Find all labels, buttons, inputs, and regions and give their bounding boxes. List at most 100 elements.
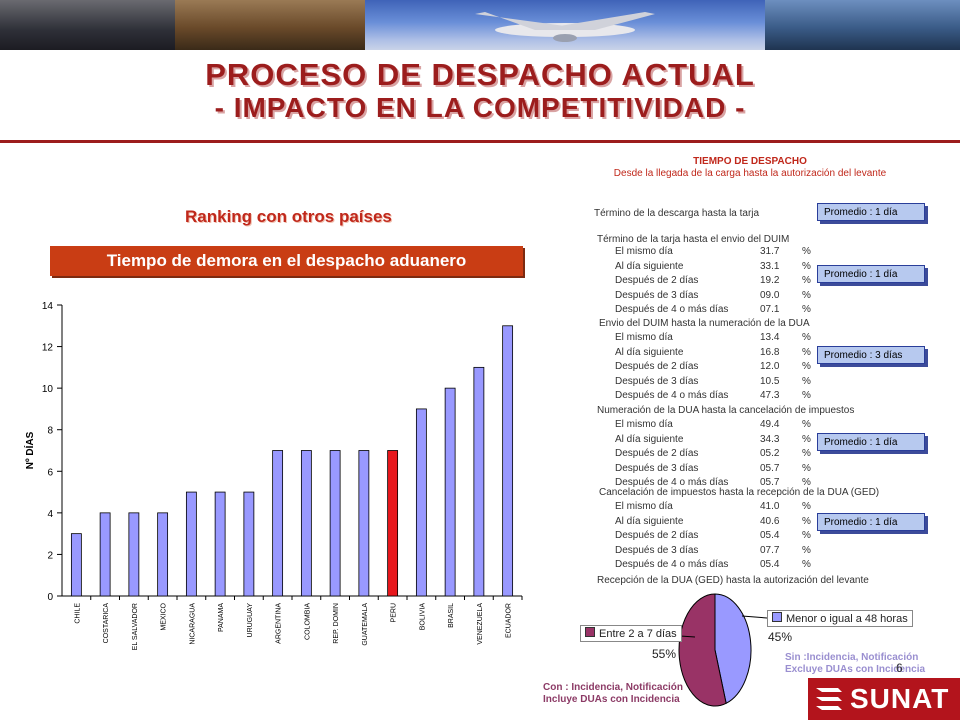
row-percent: 41.0 (760, 501, 780, 512)
x-tick-label: NICARAGUA (189, 603, 196, 645)
sunat-mark-icon (814, 684, 844, 714)
photo-banner (0, 0, 960, 50)
legend-label-entre: Entre 2 a 7 días (599, 628, 677, 640)
row-label: Después de 2 días (615, 448, 699, 459)
stage-6-label: Recepción de la DUA (GED) hasta la autor… (597, 575, 869, 586)
airplane-photo (365, 0, 765, 50)
x-tick-label: BRASIL (448, 603, 455, 628)
stage-row: Después de 2 días 19.2% (615, 274, 811, 287)
stage-row: Después de 2 días 12.0% (615, 360, 811, 373)
row-unit: % (802, 515, 811, 527)
row-percent: 05.7 (760, 462, 780, 474)
row-label: Después de 2 días (615, 361, 699, 372)
x-tick-label: EL SALVADOR (132, 603, 139, 650)
stage-row: Después de 3 días 10.5% (615, 375, 811, 388)
stage-row: Después de 2 días 05.4% (615, 529, 811, 542)
row-unit: % (802, 530, 811, 541)
stage-4-label: Numeración de la DUA hasta la cancelació… (597, 405, 855, 416)
row-unit: % (802, 433, 811, 445)
stage-1-label: Término de la descarga hasta la tarja (594, 208, 760, 219)
despacho-title: TIEMPO DE DESPACHO (693, 156, 807, 167)
bar-el-salvador (128, 512, 140, 597)
row-unit: % (802, 275, 811, 286)
stage-row: Al día siguiente 40.6% (615, 515, 811, 528)
bar-uruguay (243, 491, 255, 597)
x-tick-label: VENEZUELA (477, 603, 484, 645)
port-photo (765, 0, 960, 50)
x-tick-label: ECUADOR (506, 603, 513, 638)
page-number: 6 (896, 661, 903, 675)
pie-leader-menor (741, 615, 768, 619)
row-label: Después de 3 días (615, 375, 699, 387)
bar-chile (70, 533, 82, 597)
row-unit: % (802, 544, 811, 556)
y-tick-label: 12 (42, 343, 54, 354)
title-line-1: PROCESO DE DESPACHO ACTUAL (205, 57, 755, 92)
row-label: El mismo día (615, 501, 673, 512)
x-tick-label: PERU (391, 603, 398, 622)
row-percent: 12.0 (760, 361, 780, 372)
row-percent: 40.6 (760, 515, 780, 527)
row-percent: 05.4 (760, 559, 780, 570)
row-label: Después de 3 días (615, 462, 699, 474)
row-unit: % (802, 419, 811, 430)
row-percent: 33.1 (760, 260, 780, 272)
pie-legend-entre: Entre 2 a 7 días (580, 625, 682, 642)
pie-pct-55: 55% (652, 647, 677, 661)
row-label: El mismo día (615, 419, 673, 430)
row-percent: 47.3 (760, 390, 780, 401)
row-label: Después de 3 días (615, 289, 699, 301)
pie-chart (678, 593, 768, 707)
legend-label-menor: Menor o igual a 48 horas (786, 613, 908, 625)
y-tick-label: 8 (47, 426, 53, 437)
row-percent: 16.8 (760, 346, 780, 358)
row-unit: % (802, 304, 811, 315)
promedio-box-1: Promedio : 1 día (817, 203, 925, 221)
row-label: Después de 4 o más días (615, 304, 729, 315)
y-tick-label: 0 (47, 592, 53, 603)
bar-nicaragua (185, 491, 197, 597)
title-divider (0, 140, 960, 143)
stage-row: Después de 4 o más días 05.4% (615, 558, 811, 571)
promedio-box-3: Promedio : 3 días (817, 346, 925, 364)
row-label: Al día siguiente (615, 346, 684, 358)
airplane-icon (475, 12, 655, 42)
pie-slice-menor (714, 593, 752, 705)
y-tick-label: 2 (47, 550, 53, 561)
x-tick-label: CHILE (74, 603, 81, 624)
row-unit: % (802, 559, 811, 570)
x-tick-label: GUATEMALA (362, 603, 369, 646)
note-con-line2: Incluye DUAs con Incidencia (543, 694, 680, 705)
note-con: Con : Incidencia, Notificación Incluye D… (543, 682, 683, 706)
stage-3-label: Envio del DUIM hasta la numeración de la… (599, 318, 810, 329)
bar-mexico (157, 512, 169, 597)
row-unit: % (802, 462, 811, 474)
stage-row: Al día siguiente 33.1% (615, 260, 811, 273)
stage-row: Después de 3 días 05.7% (615, 462, 811, 475)
stage-row: El mismo día 49.4% (615, 418, 811, 431)
promedio-box-5: Promedio : 1 día (817, 513, 925, 531)
row-unit: % (802, 361, 811, 372)
stage-row: El mismo día 41.0% (615, 500, 811, 513)
x-tick-label: ARGENTINA (276, 603, 283, 644)
x-tick-label: BOLIVIA (419, 603, 426, 631)
row-percent: 09.0 (760, 289, 780, 301)
bar-peru (387, 450, 399, 597)
y-axis-label: Nº DÍAS (23, 431, 36, 469)
y-tick-label: 10 (42, 384, 54, 395)
row-label: Después de 4 o más días (615, 477, 729, 488)
bar-colombia (300, 450, 312, 597)
note-sin: Sin :Incidencia, Notificación Excluye DU… (785, 652, 925, 676)
bar-ecuador (502, 325, 514, 597)
stage-row: Al día siguiente 34.3% (615, 433, 811, 446)
row-percent: 49.4 (760, 419, 780, 430)
legend-swatch-menor (772, 612, 782, 622)
row-label: Al día siguiente (615, 515, 684, 527)
bar-argentina (272, 450, 284, 597)
row-unit: % (802, 246, 811, 257)
y-tick-label: 14 (42, 301, 54, 312)
sunat-logo-text: SUNAT (850, 683, 950, 714)
slide-title: PROCESO DE DESPACHO ACTUAL - IMPACTO EN … (0, 58, 960, 124)
despacho-header: TIEMPO DE DESPACHO Desde la llegada de l… (560, 156, 940, 180)
note-con-line1: Con : Incidencia, Notificación (543, 682, 684, 693)
